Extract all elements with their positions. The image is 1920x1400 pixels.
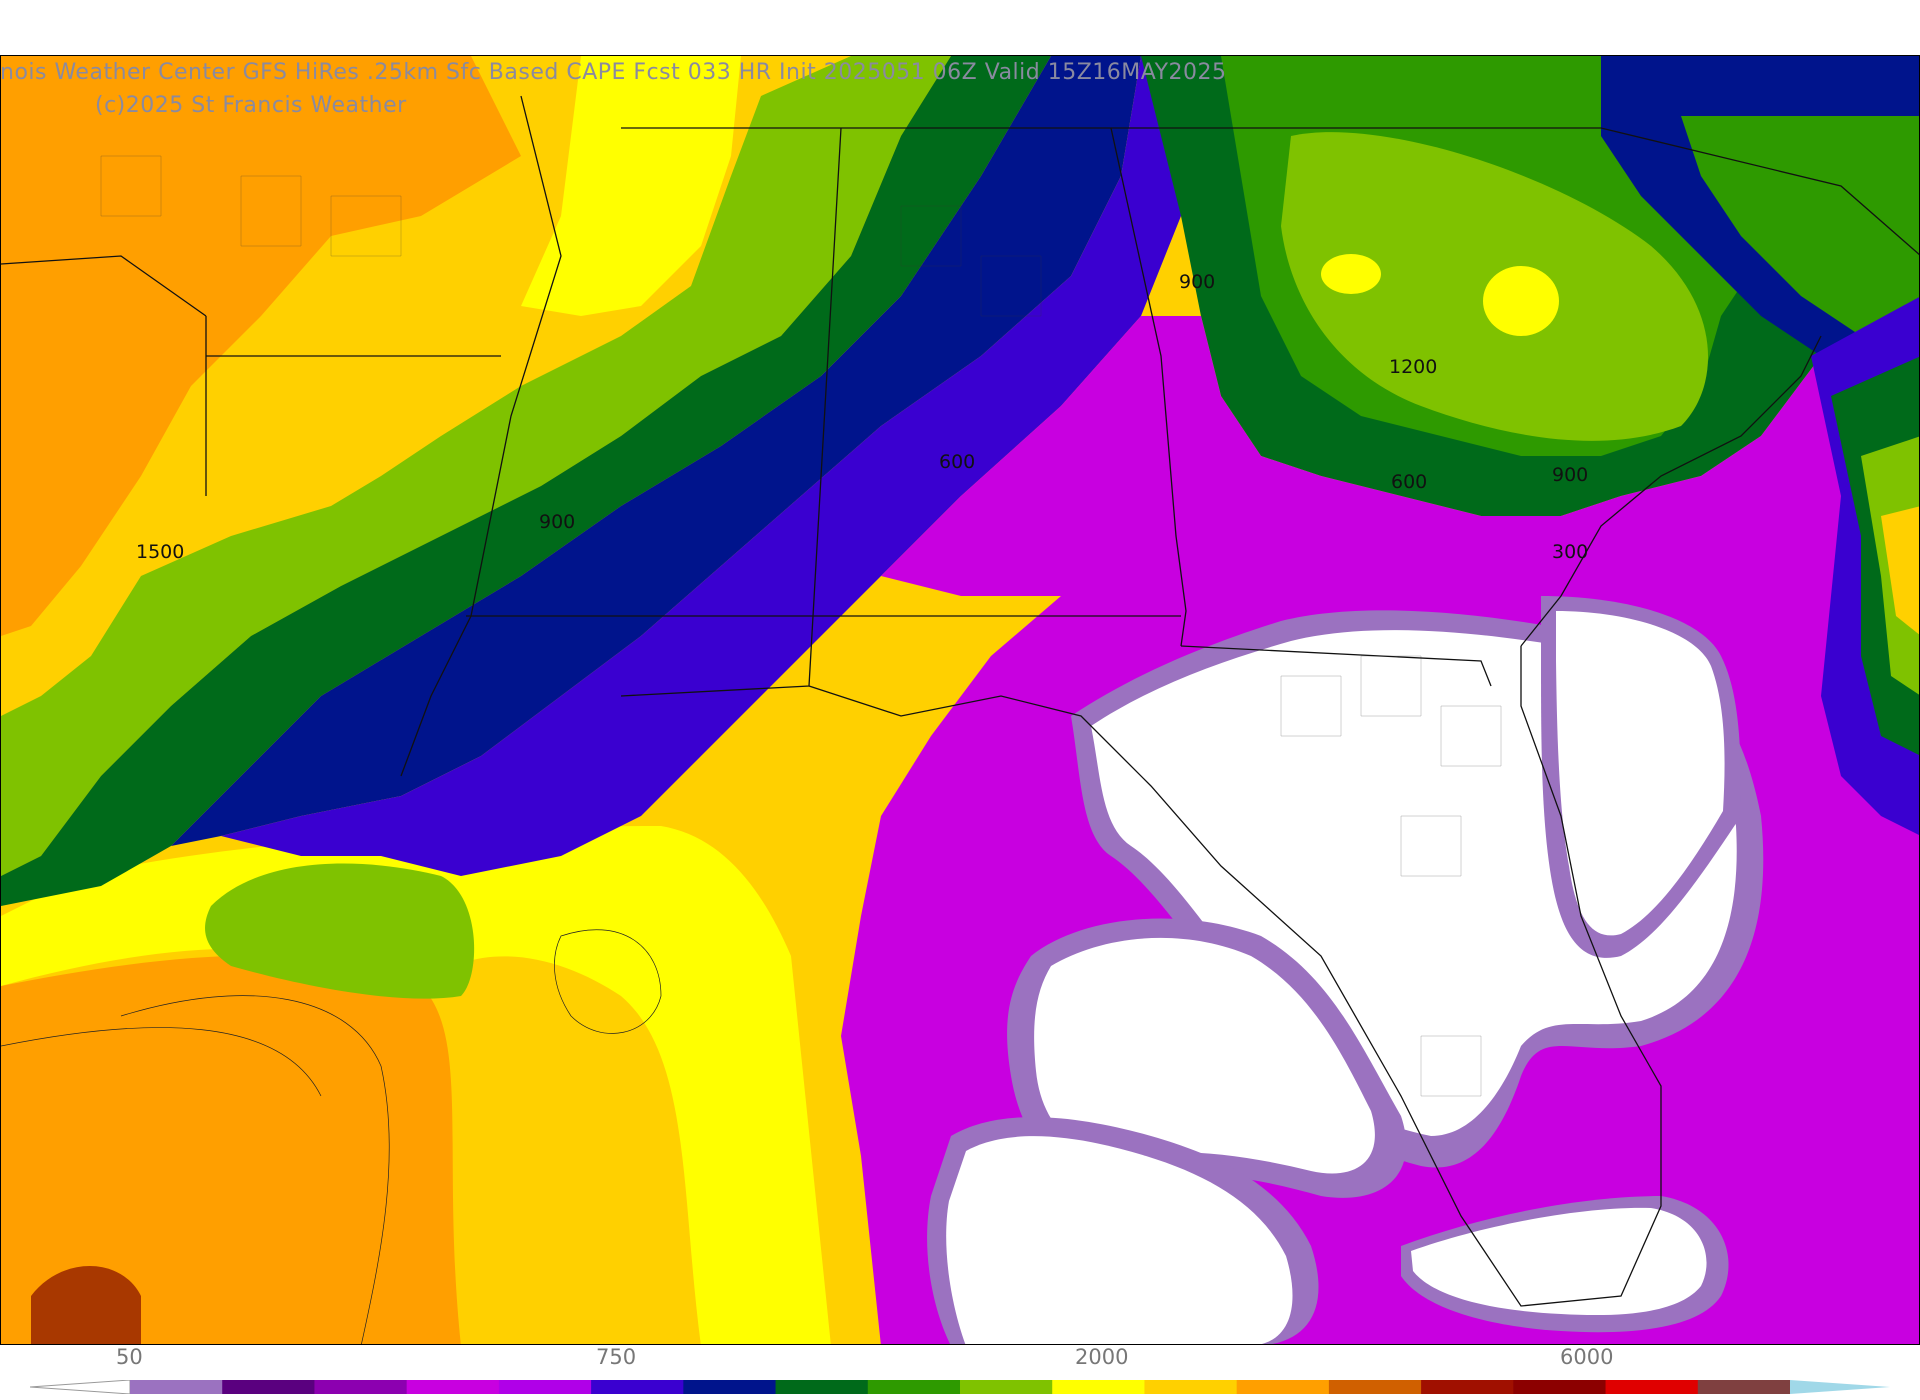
contour-label-600-georgia: 600 <box>1391 471 1428 493</box>
colorbar-tick-6000: 6000 <box>1560 1345 1614 1369</box>
colorbar-segment <box>1513 1380 1607 1394</box>
contour-label-300: 300 <box>1552 541 1589 563</box>
contour-label-900-georgia: 900 <box>1179 271 1216 293</box>
contour-label-1500: 1500 <box>136 541 185 563</box>
colorbar-segment <box>1236 1380 1330 1394</box>
colorbar-segment <box>1605 1380 1699 1394</box>
colorbar-tick-750: 750 <box>596 1345 637 1369</box>
colorbar-segment <box>314 1380 408 1394</box>
colorbar-arrow-high <box>1790 1380 1890 1394</box>
colorbar-segment <box>1421 1380 1514 1394</box>
contour-label-1200: 1200 <box>1389 356 1438 378</box>
colorbar-tick-50: 50 <box>116 1345 143 1369</box>
colorbar-segment <box>130 1380 223 1394</box>
colorbar-segment <box>498 1380 592 1394</box>
colorbar-segment <box>960 1380 1053 1394</box>
colorbar-segment <box>1328 1380 1422 1394</box>
contour-label-600-alabama: 600 <box>939 451 976 473</box>
colorbar-segment <box>1144 1380 1238 1394</box>
map-panel: 1500 900 600 900 1200 600 900 300 <box>0 55 1920 1345</box>
cape-forecast-map <box>1 56 1919 1344</box>
colorbar-segment <box>1697 1380 1791 1394</box>
colorbar-segment <box>406 1380 500 1394</box>
colorbar-segment <box>222 1380 315 1394</box>
map-credit: (c)2025 St Francis Weather <box>95 93 407 118</box>
colorbar-tick-2000: 2000 <box>1075 1345 1129 1369</box>
contour-label-900-west: 900 <box>539 511 576 533</box>
contour-label-900-carolina: 900 <box>1552 464 1589 486</box>
colorbar-arrow-low <box>30 1380 131 1394</box>
colorbar-segment <box>867 1380 961 1394</box>
colorbar-segment <box>591 1380 684 1394</box>
colorbar-segment <box>1052 1380 1145 1394</box>
colorbar <box>30 1380 1890 1394</box>
map-title: nois Weather Center GFS HiRes .25km Sfc … <box>0 60 1227 85</box>
colorbar-segment <box>683 1380 777 1394</box>
colorbar-segment <box>775 1380 869 1394</box>
